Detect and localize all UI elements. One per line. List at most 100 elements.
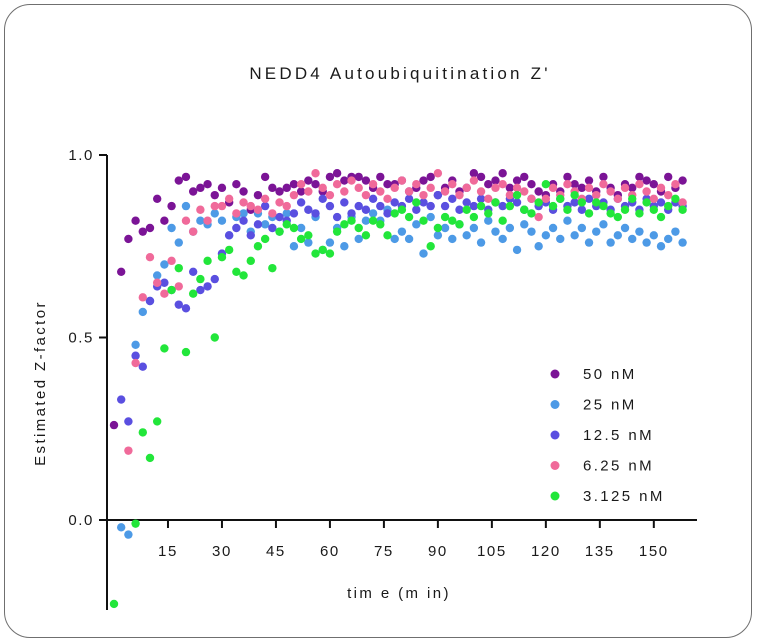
data-point	[520, 172, 529, 182]
x-tick-label: 120	[531, 543, 561, 560]
data-point	[527, 180, 536, 189]
data-points	[109, 169, 687, 609]
data-point	[397, 227, 407, 236]
data-point	[275, 198, 284, 207]
data-point	[253, 205, 263, 214]
data-point	[534, 187, 543, 196]
legend-marker	[550, 491, 560, 501]
data-point	[520, 205, 529, 214]
data-point	[390, 183, 399, 193]
data-point	[548, 201, 558, 211]
data-point	[347, 209, 356, 218]
data-point	[340, 187, 349, 196]
data-point	[433, 190, 443, 200]
data-point	[455, 190, 464, 200]
data-point	[116, 523, 126, 532]
data-point	[484, 180, 493, 189]
data-point	[210, 274, 219, 284]
data-point	[296, 234, 306, 244]
data-point	[563, 172, 572, 182]
data-point	[649, 194, 659, 203]
data-point	[304, 176, 313, 185]
data-point	[246, 256, 255, 266]
data-point	[412, 220, 421, 229]
data-point	[426, 183, 435, 193]
data-point	[268, 209, 277, 218]
data-point	[419, 249, 428, 258]
data-point	[203, 256, 212, 266]
data-point	[426, 242, 435, 251]
data-point	[541, 194, 551, 203]
data-point	[145, 223, 155, 233]
data-point	[606, 187, 615, 196]
data-point	[109, 599, 119, 609]
data-point	[577, 198, 587, 207]
data-point	[491, 176, 500, 185]
data-point	[296, 180, 306, 189]
data-point	[275, 227, 284, 236]
data-point	[224, 231, 234, 240]
data-point	[167, 285, 176, 295]
data-point	[361, 190, 371, 200]
data-point	[592, 227, 601, 236]
data-point	[124, 234, 133, 244]
data-point	[448, 180, 457, 189]
data-point	[354, 183, 363, 193]
data-point	[203, 180, 212, 189]
data-point	[455, 220, 464, 229]
data-point	[635, 180, 644, 189]
data-point	[498, 180, 507, 189]
data-point	[138, 362, 147, 371]
data-point	[412, 205, 421, 214]
data-point	[217, 183, 227, 193]
data-point	[347, 216, 356, 225]
data-point	[318, 183, 327, 193]
data-point	[138, 227, 147, 236]
data-point	[354, 234, 363, 244]
data-point	[534, 212, 543, 222]
x-tick-label: 30	[212, 543, 232, 560]
data-point	[181, 216, 191, 225]
data-point	[383, 194, 392, 203]
x-axis-label: tim e (m in)	[347, 585, 451, 602]
data-point	[613, 231, 623, 240]
data-point	[160, 216, 169, 225]
data-point	[678, 176, 687, 185]
data-point	[325, 190, 335, 200]
data-point	[196, 216, 205, 225]
data-point	[448, 234, 457, 244]
data-point	[664, 234, 673, 244]
data-point	[368, 209, 378, 218]
x-tick-label: 75	[374, 543, 394, 560]
data-point	[649, 231, 659, 240]
data-point	[448, 216, 457, 225]
data-point	[649, 205, 659, 214]
data-point	[534, 242, 543, 251]
y-tick-label: 0.0	[68, 512, 94, 529]
data-point	[260, 201, 270, 211]
data-point	[239, 271, 248, 280]
data-point	[491, 198, 500, 207]
legend-label: 3.125 nM	[583, 488, 665, 505]
data-point	[404, 194, 414, 203]
data-point	[397, 176, 407, 185]
data-point	[491, 227, 500, 236]
axes: 0.0 0.5 1.0 15 30 45 60 75 90 105 120 135 150	[68, 147, 697, 610]
data-point	[181, 304, 191, 313]
data-point	[167, 201, 176, 211]
data-point	[224, 245, 234, 255]
data-point	[440, 212, 450, 222]
data-point	[188, 227, 198, 236]
data-point	[354, 223, 363, 233]
data-point	[268, 183, 277, 193]
data-point	[253, 242, 263, 251]
data-point	[332, 212, 342, 222]
data-point	[584, 194, 594, 203]
data-point	[260, 220, 270, 229]
legend-label: 25 nM	[583, 397, 637, 414]
data-point	[325, 201, 335, 211]
data-point	[635, 227, 644, 236]
data-point	[361, 205, 371, 214]
data-point	[282, 220, 291, 229]
